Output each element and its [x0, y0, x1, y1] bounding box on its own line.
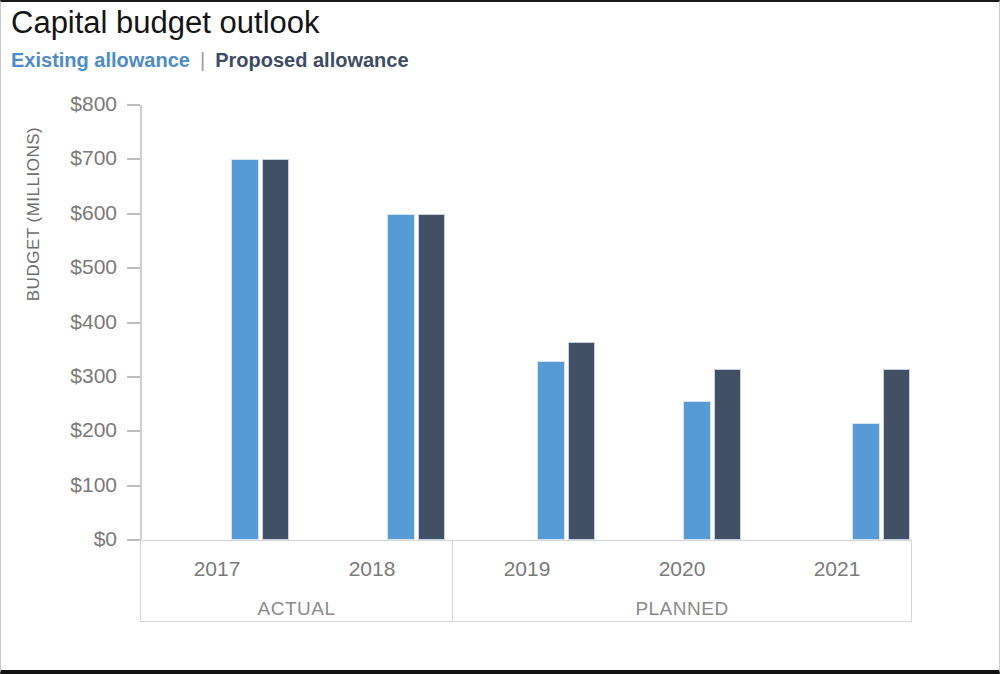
- y-axis-tick-label: $600: [37, 202, 117, 224]
- bar-proposed-2017: [262, 159, 289, 540]
- legend-item-proposed-allowance: Proposed allowance: [215, 49, 408, 71]
- y-axis-tick: [127, 213, 140, 215]
- x-axis-label-2019: 2019: [504, 558, 551, 580]
- y-axis-tick: [127, 539, 140, 541]
- bar-existing-2018: [387, 214, 415, 540]
- x-axis-label-2017: 2017: [194, 558, 241, 580]
- y-axis-tick-label: $200: [37, 419, 117, 441]
- y-axis-tick-label: $700: [37, 147, 117, 169]
- x-axis-label-2018: 2018: [349, 558, 396, 580]
- bar-proposed-2020: [714, 369, 741, 540]
- chart-legend: Existing allowance|Proposed allowance: [11, 48, 409, 72]
- chart-title: Capital budget outlook: [11, 4, 320, 42]
- slide-frame: Capital budget outlook Existing allowanc…: [0, 0, 1000, 674]
- group-box-actual: ACTUAL: [140, 540, 453, 622]
- y-axis-tick-label: $300: [37, 365, 117, 387]
- y-axis-tick: [127, 376, 140, 378]
- bar-proposed-2018: [418, 214, 445, 540]
- bar-existing-2020: [683, 401, 711, 540]
- y-axis-line: [140, 105, 142, 541]
- bar-existing-2017: [231, 159, 259, 540]
- y-axis-tick-label: $100: [37, 474, 117, 496]
- y-axis-tick: [127, 485, 140, 487]
- bar-existing-2021: [852, 423, 880, 540]
- y-axis-tick-label: $500: [37, 256, 117, 278]
- y-axis-tick: [127, 322, 140, 324]
- y-axis-tick: [127, 104, 140, 106]
- y-axis-tick: [127, 158, 140, 160]
- y-axis-tick-label: $0: [37, 528, 117, 550]
- group-label-planned: PLANNED: [635, 599, 728, 619]
- y-axis-tick: [127, 267, 140, 269]
- x-axis-label-2021: 2021: [814, 558, 861, 580]
- bar-proposed-2021: [883, 369, 910, 540]
- group-box-planned: PLANNED: [452, 540, 912, 622]
- legend-item-existing-allowance: Existing allowance: [11, 49, 190, 71]
- y-axis-tick-label: $400: [37, 311, 117, 333]
- y-axis-tick: [127, 430, 140, 432]
- group-label-actual: ACTUAL: [258, 599, 336, 619]
- y-axis-tick-label: $800: [37, 93, 117, 115]
- x-axis-label-2020: 2020: [659, 558, 706, 580]
- legend-separator: |: [190, 49, 215, 71]
- bar-proposed-2019: [568, 342, 595, 540]
- bar-existing-2019: [537, 361, 565, 540]
